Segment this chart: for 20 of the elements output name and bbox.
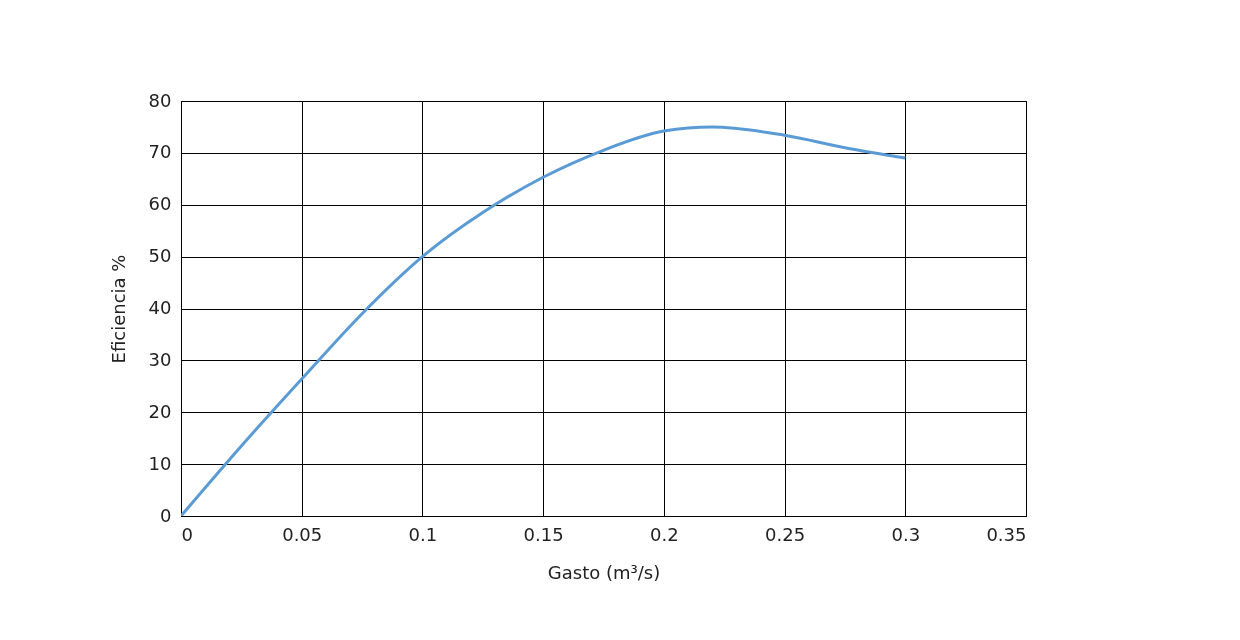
x-tick-label: 0.15 (523, 523, 564, 545)
line-series (181, 125, 907, 516)
x-tick-label: 0.2 (650, 523, 679, 545)
y-tick-label: 80 (148, 89, 172, 111)
y-tick-label: 40 (148, 297, 172, 318)
y-tick-label: 50 (148, 245, 172, 267)
y-tick-label: 60 (148, 193, 172, 215)
y-tick-label: 0 (160, 504, 172, 526)
y-axis-title: Eficiencia % (107, 254, 129, 364)
x-tick-label: 0.3 (891, 523, 921, 545)
y-tick-label: 70 (148, 141, 172, 163)
x-tick-label: 0.1 (408, 523, 438, 545)
x-tick-label: 0.05 (282, 523, 323, 545)
y-tick-label: 20 (148, 400, 172, 422)
y-tick-label: 10 (148, 452, 172, 474)
x-tick-label: 0.25 (765, 523, 806, 545)
x-axis-title: Gasto (m³/s) (547, 561, 661, 583)
x-tick-label: 0 (181, 523, 193, 545)
x-tick-label: 0.35 (986, 523, 1027, 545)
y-tick-label: 30 (148, 348, 172, 370)
